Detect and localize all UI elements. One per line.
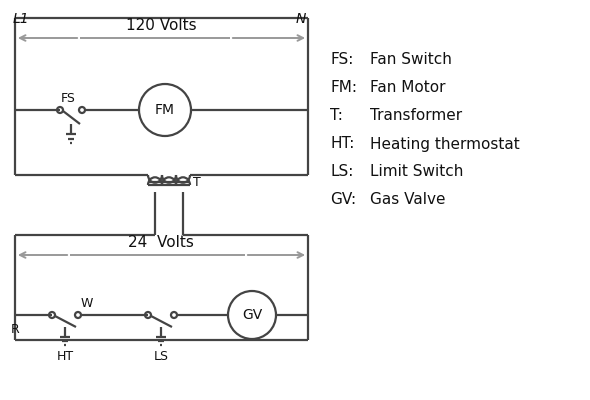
Text: FS:: FS: xyxy=(330,52,353,68)
Text: FM:: FM: xyxy=(330,80,357,96)
Text: HT:: HT: xyxy=(330,136,355,152)
Text: R: R xyxy=(11,323,19,336)
Text: GV: GV xyxy=(242,308,262,322)
Text: T: T xyxy=(193,176,201,190)
Text: Transformer: Transformer xyxy=(370,108,462,124)
Text: LS: LS xyxy=(153,350,169,363)
Text: FS: FS xyxy=(61,92,76,105)
Text: GV:: GV: xyxy=(330,192,356,208)
Text: T:: T: xyxy=(330,108,343,124)
Text: FM: FM xyxy=(155,103,175,117)
Text: Gas Valve: Gas Valve xyxy=(370,192,445,208)
Text: Limit Switch: Limit Switch xyxy=(370,164,463,180)
Text: HT: HT xyxy=(57,350,74,363)
Text: LS:: LS: xyxy=(330,164,353,180)
Text: Fan Motor: Fan Motor xyxy=(370,80,445,96)
Text: Heating thermostat: Heating thermostat xyxy=(370,136,520,152)
Text: W: W xyxy=(81,297,93,310)
Text: N: N xyxy=(296,12,306,26)
Text: Fan Switch: Fan Switch xyxy=(370,52,452,68)
Text: 120 Volts: 120 Volts xyxy=(126,18,196,33)
Text: 24  Volts: 24 Volts xyxy=(128,235,194,250)
Text: L1: L1 xyxy=(13,12,30,26)
